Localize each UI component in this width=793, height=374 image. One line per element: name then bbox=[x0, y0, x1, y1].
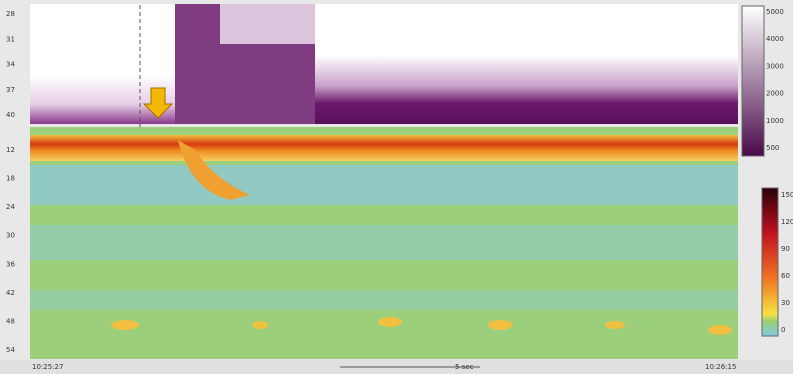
scale-label: 500 bbox=[766, 144, 779, 152]
scale-label: 150 bbox=[781, 191, 793, 199]
scale-label: 90 bbox=[781, 245, 790, 253]
scale-label: 120 bbox=[781, 218, 793, 226]
scale-label: 30 bbox=[781, 299, 790, 307]
impedance-band bbox=[315, 55, 738, 124]
low-pressure-zone bbox=[30, 225, 738, 260]
y-label: 37 bbox=[6, 86, 15, 94]
sphincter-band bbox=[30, 135, 738, 161]
scale-label: 5000 bbox=[766, 8, 784, 16]
y-label: 54 bbox=[6, 346, 15, 354]
y-label: 18 bbox=[6, 175, 15, 183]
page: {"top_panel":{"y_labels":["28","31","34"… bbox=[0, 0, 793, 374]
scale-label: 4000 bbox=[766, 35, 784, 43]
scale-label: 2000 bbox=[766, 90, 784, 98]
start-time: 10:25:27 bbox=[32, 363, 63, 371]
y-label: 12 bbox=[6, 146, 15, 154]
impedance-colorbar bbox=[742, 6, 764, 156]
impedance-clear bbox=[220, 4, 315, 44]
scale-label: 60 bbox=[781, 272, 790, 280]
low-pressure-zone bbox=[30, 290, 738, 310]
low-pressure-zone bbox=[30, 165, 738, 205]
y-label: 30 bbox=[6, 232, 15, 240]
y-label: 31 bbox=[6, 35, 15, 43]
scale-label: 3000 bbox=[766, 62, 784, 70]
manometry-view: 10:25:27 5 sec 10:26:15 28 31 34 37 40 12 18 24… bbox=[0, 0, 793, 374]
y-label: 40 bbox=[6, 111, 15, 119]
y-label: 28 bbox=[6, 10, 15, 18]
scale-label: 1000 bbox=[766, 117, 784, 125]
y-label: 48 bbox=[6, 317, 15, 325]
y-label: 24 bbox=[6, 203, 15, 211]
time-span: 5 sec bbox=[455, 363, 474, 371]
pressure-colorbar bbox=[762, 188, 778, 336]
end-time: 10:26:15 bbox=[705, 363, 736, 371]
y-label: 42 bbox=[6, 289, 15, 297]
scale-label: 0 bbox=[781, 326, 785, 334]
y-label: 36 bbox=[6, 260, 15, 268]
y-label: 34 bbox=[6, 61, 15, 69]
